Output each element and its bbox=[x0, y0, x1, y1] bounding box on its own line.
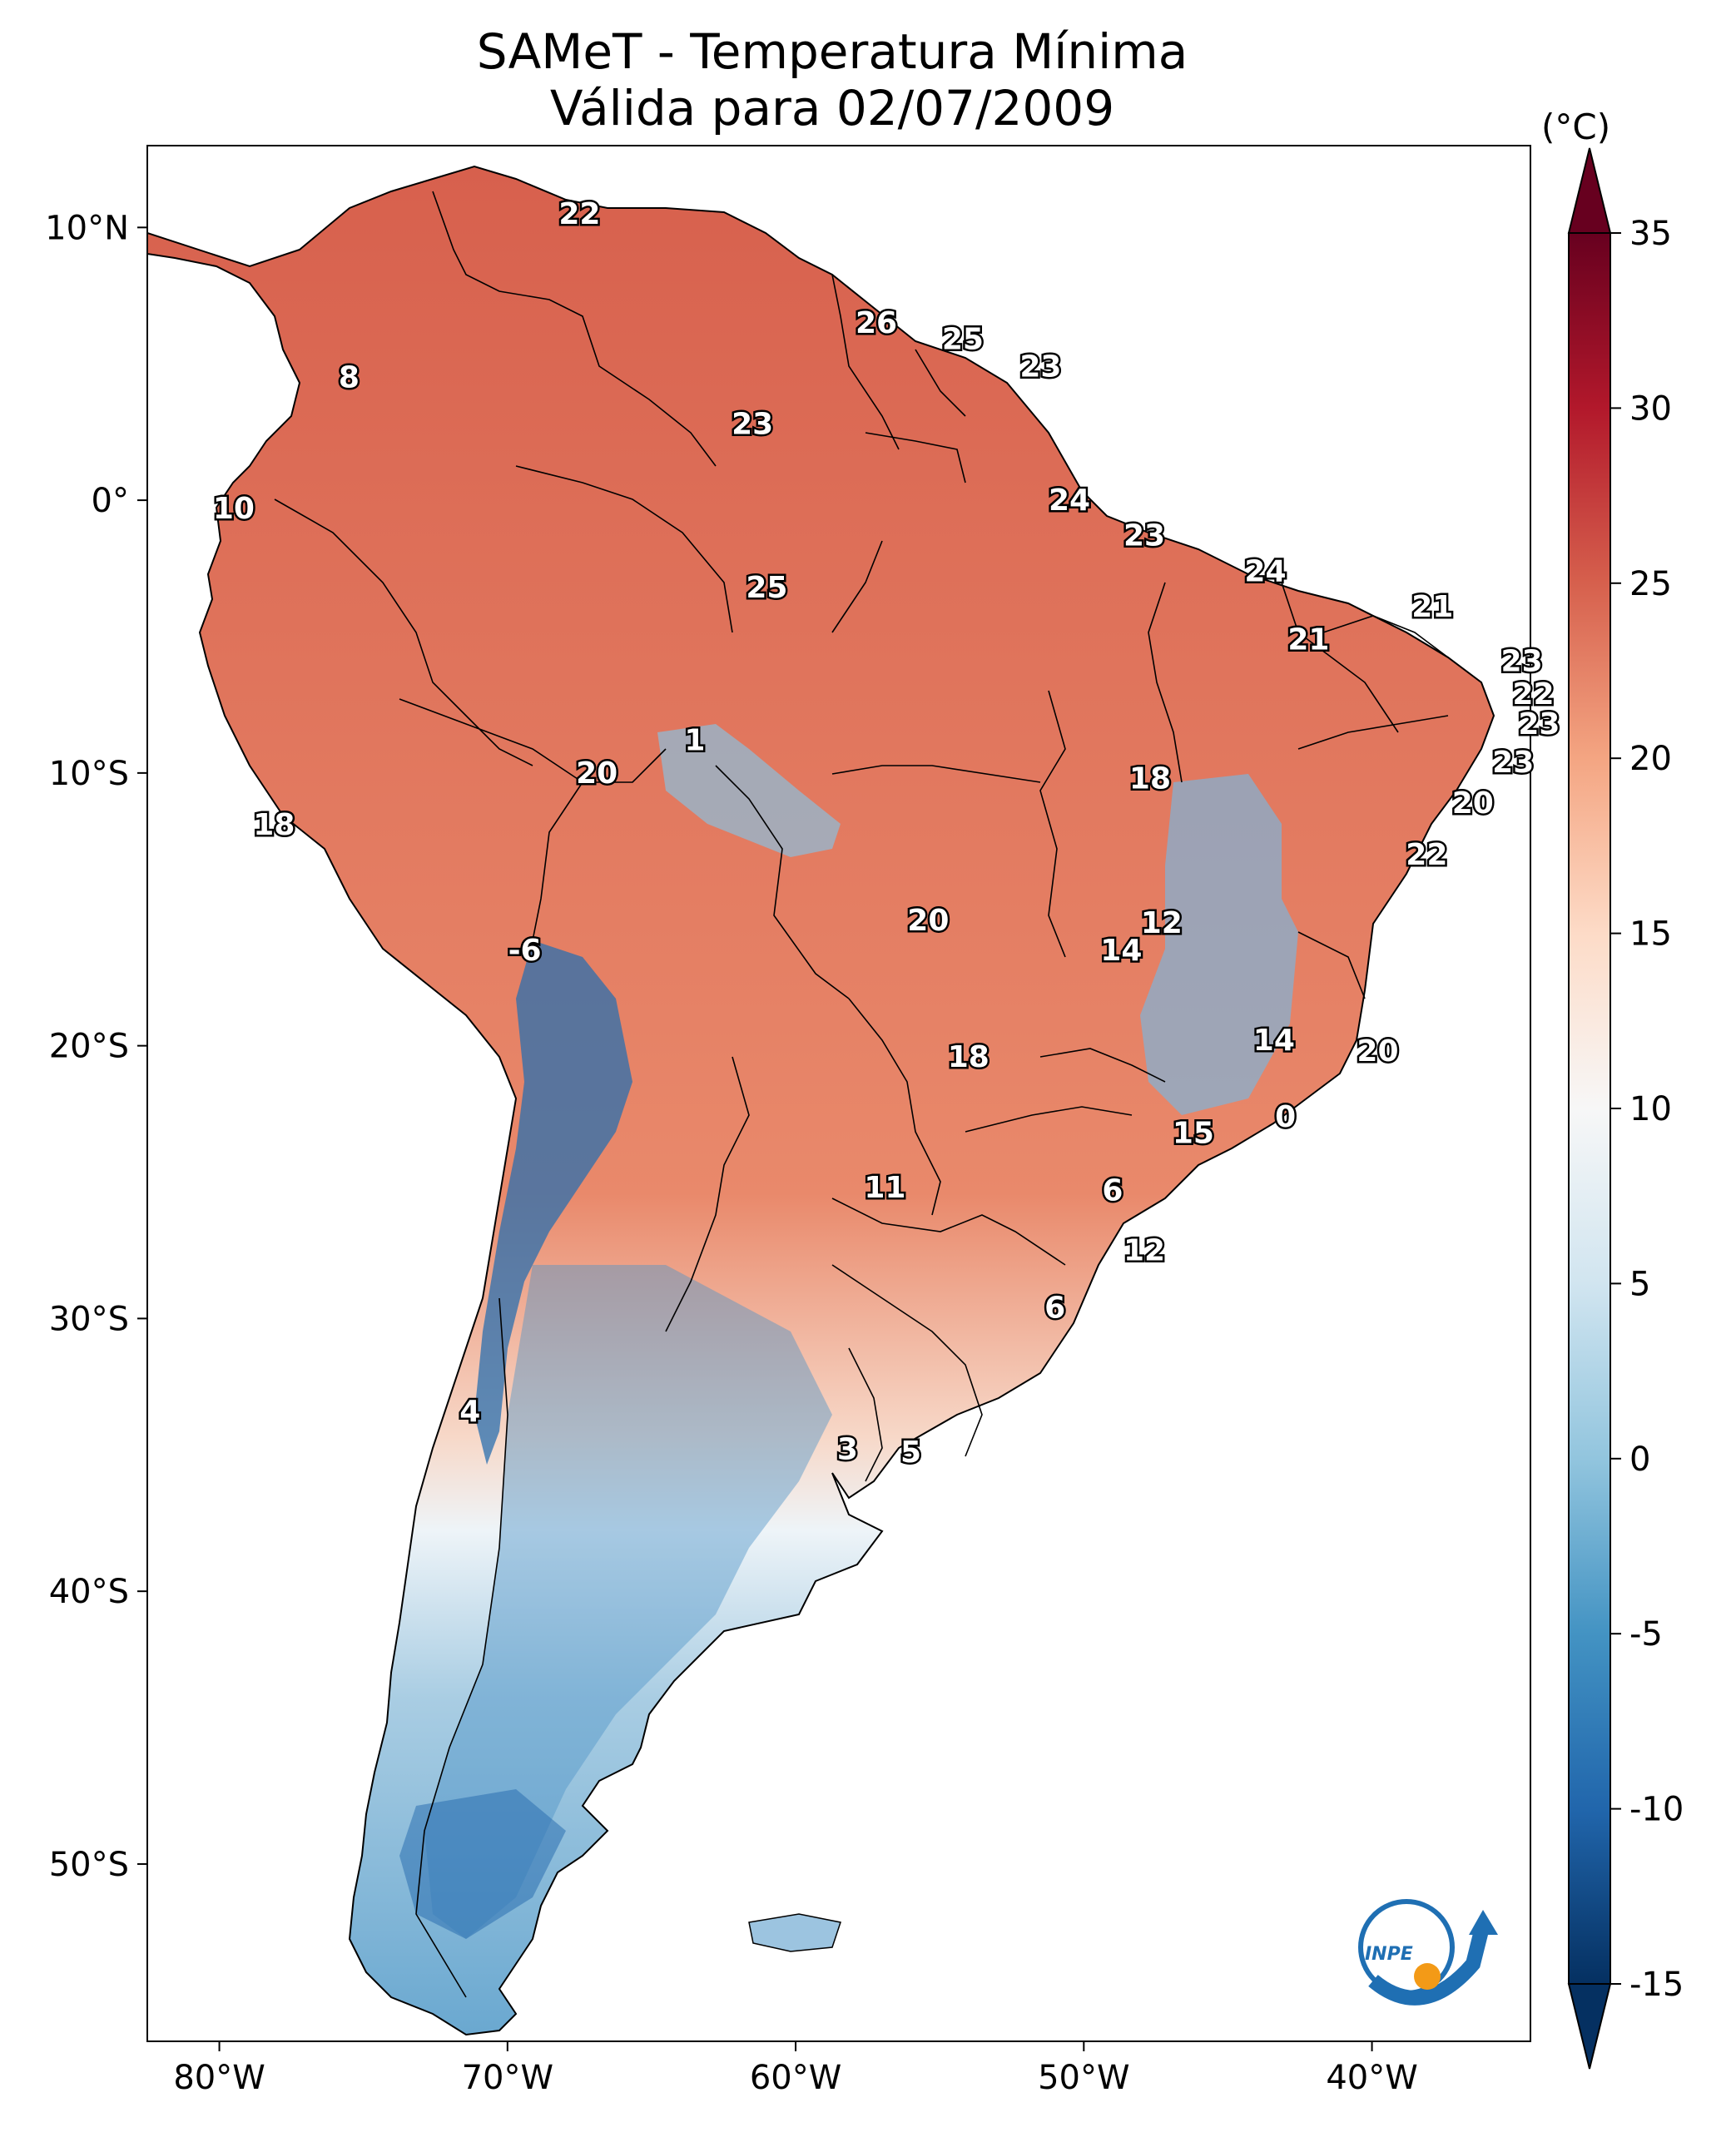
temperature-label: 21 bbox=[1287, 622, 1329, 657]
temperature-label: 8 bbox=[339, 361, 360, 395]
lat-tick-label: 10°S bbox=[49, 755, 129, 793]
lat-tick-label: 20°S bbox=[49, 1028, 129, 1066]
temperature-label: 24 bbox=[1244, 554, 1286, 588]
temperature-label: 26 bbox=[856, 306, 897, 340]
temperature-label: 18 bbox=[948, 1040, 990, 1074]
longitude-ticks: 80°W 70°W 60°W 50°W 40°W bbox=[173, 2041, 1418, 2097]
temperature-label: 24 bbox=[1049, 483, 1090, 518]
temperature-label: 22 bbox=[558, 197, 600, 231]
colorbar-tick-label: 30 bbox=[1629, 389, 1672, 428]
colorbar-tick-label: 0 bbox=[1629, 1440, 1650, 1479]
colorbar bbox=[1567, 147, 1612, 2070]
lat-tick-label: 10°N bbox=[45, 209, 129, 247]
colorbar-tick-label: 5 bbox=[1629, 1265, 1650, 1303]
temperature-label: 1 bbox=[684, 724, 705, 758]
colorbar-tick-label: 10 bbox=[1629, 1090, 1672, 1128]
temperature-label: 23 bbox=[732, 407, 773, 441]
temperature-label: 23 bbox=[1019, 350, 1061, 384]
temperature-label: 22 bbox=[1512, 677, 1554, 712]
temperature-label: 21 bbox=[1411, 590, 1453, 624]
colorbar-top-extend bbox=[1567, 147, 1612, 234]
colorbar-tick-label: -10 bbox=[1629, 1791, 1684, 1829]
temperature-label: -6 bbox=[508, 934, 542, 968]
temperature-label: 23 bbox=[1123, 519, 1165, 553]
temperature-label: 20 bbox=[1452, 786, 1494, 821]
temperature-label: 14 bbox=[1253, 1024, 1295, 1058]
inpe-logo: INPE bbox=[1358, 1899, 1498, 2006]
colorbar-tick-label: 35 bbox=[1629, 215, 1672, 253]
temperature-label: 18 bbox=[1129, 761, 1171, 796]
lat-tick-label: 50°S bbox=[49, 1846, 129, 1884]
temperature-label: 25 bbox=[942, 323, 984, 357]
latitude-ticks: 10°N 0° 10°S 20°S 30°S 40°S 50°S bbox=[45, 209, 147, 1884]
temperature-label: 15 bbox=[1173, 1117, 1214, 1151]
south-cool-region bbox=[424, 1265, 832, 1939]
amazon-cool-region bbox=[657, 724, 841, 857]
temperature-label: 23 bbox=[1518, 707, 1560, 741]
temperature-label: 0 bbox=[1275, 1100, 1296, 1134]
temperature-label: 6 bbox=[1044, 1291, 1065, 1325]
map-title: SAMeT - Temperatura Mínima bbox=[476, 23, 1188, 80]
lon-tick-label: 40°W bbox=[1326, 2059, 1417, 2097]
temperature-label: 12 bbox=[1141, 906, 1183, 940]
andes-cold-region bbox=[474, 940, 632, 1465]
temperature-label: 20 bbox=[576, 756, 618, 791]
lat-tick-label: 30°S bbox=[49, 1300, 129, 1338]
lon-tick-label: 60°W bbox=[750, 2059, 841, 2097]
lon-tick-label: 50°W bbox=[1038, 2059, 1129, 2097]
country-borders bbox=[274, 191, 1449, 1998]
temperature-label: 11 bbox=[864, 1171, 905, 1205]
colorbar-tick-label: -15 bbox=[1629, 1966, 1684, 2004]
colorbar-ticks: 35 30 25 20 15 10 5 0 -5 -10 -15 bbox=[1610, 215, 1684, 2004]
map-subtitle: Válida para 02/07/2009 bbox=[549, 80, 1115, 136]
temperature-label: 6 bbox=[1102, 1173, 1123, 1207]
colorbar-tick-label: 20 bbox=[1629, 740, 1672, 778]
south-america-landmass bbox=[147, 165, 1495, 2036]
temperature-label: 22 bbox=[1406, 838, 1447, 872]
temperature-label: 23 bbox=[1501, 644, 1543, 678]
colorbar-unit: (°C) bbox=[1541, 107, 1611, 147]
temperature-label: 5 bbox=[900, 1435, 921, 1470]
temperature-label: 4 bbox=[459, 1395, 480, 1429]
logo-text: INPE bbox=[1365, 1944, 1413, 1965]
temperature-label: 14 bbox=[1100, 934, 1142, 968]
map-area bbox=[147, 165, 1495, 2036]
temperature-label: 20 bbox=[907, 904, 949, 938]
temperature-label: 12 bbox=[1123, 1233, 1165, 1267]
colorbar-bottom-extend bbox=[1567, 1983, 1612, 2070]
temperature-label: 20 bbox=[1357, 1034, 1398, 1069]
temperature-label: 23 bbox=[1492, 746, 1534, 780]
highland-cool-region bbox=[1140, 774, 1298, 1115]
patagonia-cold-region bbox=[399, 1789, 566, 1939]
colorbar-tick-label: 25 bbox=[1629, 565, 1672, 603]
falkland-islands bbox=[748, 1913, 841, 1952]
map-frame bbox=[146, 145, 1531, 2042]
colorbar-tick-label: 15 bbox=[1629, 915, 1672, 954]
temperature-label: 18 bbox=[253, 808, 295, 842]
lon-tick-label: 80°W bbox=[173, 2059, 265, 2097]
temperature-label: 3 bbox=[837, 1433, 858, 1467]
temperature-label: 10 bbox=[213, 492, 255, 526]
lat-tick-label: 0° bbox=[92, 482, 129, 520]
colorbar-tick-label: -5 bbox=[1629, 1615, 1663, 1654]
lon-tick-label: 70°W bbox=[462, 2059, 553, 2097]
temperature-label: 25 bbox=[746, 571, 787, 605]
lat-tick-label: 40°S bbox=[49, 1573, 129, 1611]
